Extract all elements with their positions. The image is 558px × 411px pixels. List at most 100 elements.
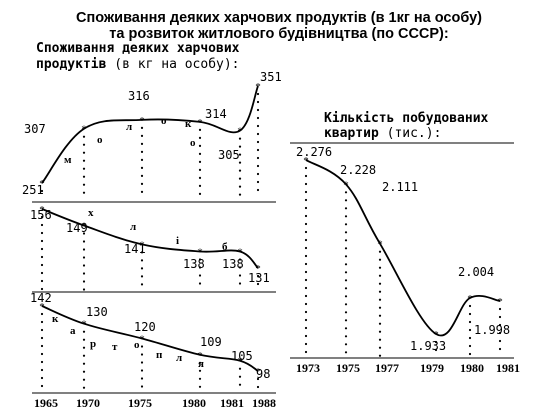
drop-line-bread (40, 239, 44, 243)
drop-line-bread (140, 251, 144, 254)
value-label-potato: 130 (86, 305, 108, 319)
drop-line-apartments (304, 174, 308, 178)
drop-line-milk (238, 137, 242, 140)
value-label-milk: 351 (260, 70, 282, 84)
drop-line-milk (40, 189, 44, 193)
value-label-potato: 98 (256, 367, 270, 381)
drop-line-apartments (304, 278, 308, 282)
curve-letter-potato: я (198, 358, 204, 370)
x-tick-right: 1979 (420, 361, 444, 375)
x-tick-right: 1975 (336, 361, 360, 375)
drop-line-bread (140, 283, 144, 286)
drop-line-milk (238, 153, 242, 156)
point-milk: * (39, 178, 45, 190)
drop-line-milk (82, 167, 86, 170)
drop-line-potato (140, 353, 144, 356)
drop-line-apartments (304, 166, 308, 170)
value-label-milk: 316 (128, 89, 150, 103)
drop-line-potato (40, 344, 44, 348)
drop-line-potato (256, 377, 260, 381)
drop-line-apartments (378, 306, 382, 309)
drop-line-bread (238, 282, 242, 285)
point-bread: * (237, 247, 243, 259)
drop-line-potato (82, 338, 86, 341)
x-tick-right: 1977 (375, 361, 399, 375)
drop-line-potato (40, 320, 44, 324)
drop-line-apartments (304, 230, 308, 234)
point-apartments: * (433, 329, 439, 341)
drop-line-potato (82, 378, 86, 381)
drop-line-apartments (378, 314, 382, 317)
drop-line-milk (198, 160, 202, 163)
drop-line-apartments (378, 290, 382, 293)
curve-letter-bread: х (88, 207, 94, 219)
header-title-line1: Споживання деяких харчових продуктів (в … (76, 10, 482, 26)
point-bread: * (81, 221, 87, 233)
drop-line-apartments (344, 311, 348, 314)
drop-line-milk (82, 191, 86, 194)
drop-line-bread (238, 274, 242, 277)
drop-line-milk (140, 158, 144, 161)
drop-line-apartments (468, 304, 472, 308)
drop-line-potato (82, 346, 86, 349)
drop-line-apartments (378, 282, 382, 285)
drop-line-potato (40, 328, 44, 332)
curve-letter-potato: т (112, 341, 118, 353)
drop-line-apartments (498, 307, 502, 311)
drop-line-bread (82, 264, 86, 267)
drop-line-potato (238, 375, 242, 378)
drop-line-milk (82, 175, 86, 178)
value-label-apartments: 1.933 (410, 339, 446, 353)
drop-line-milk (198, 128, 202, 131)
drop-line-milk (238, 145, 242, 148)
drop-line-milk (238, 161, 242, 164)
curve-letter-potato: л (176, 352, 182, 364)
drop-line-apartments (468, 320, 472, 324)
drop-line-apartments (434, 348, 438, 352)
right-panel-title-rest: (тис.): (379, 126, 442, 141)
curve-letter-potato: а (70, 325, 76, 337)
drop-line-potato (40, 376, 44, 380)
drop-line-milk (82, 143, 86, 146)
drop-line-apartments (344, 343, 348, 346)
drop-line-bread (140, 267, 144, 270)
point-milk: * (139, 115, 145, 127)
drop-line-potato (40, 312, 44, 316)
drop-lines (40, 92, 502, 389)
point-milk: * (255, 81, 261, 93)
drop-line-apartments (304, 262, 308, 266)
curve-letter-bread: б (222, 241, 228, 253)
point-potato: * (139, 334, 145, 346)
curve-letter-potato: р (90, 338, 96, 350)
drop-line-bread (40, 247, 44, 251)
drop-line-potato (40, 384, 44, 388)
drop-line-apartments (304, 182, 308, 186)
curves (41, 85, 501, 372)
drop-line-apartments (498, 323, 502, 327)
drop-line-apartments (378, 346, 382, 349)
drop-line-potato (198, 385, 202, 388)
curve-letter-milk: м (64, 154, 72, 166)
header-title-line2: та розвиток житлового будівництва (по СС… (109, 26, 448, 42)
left-panel-title-line1: Споживання деяких харчових (36, 41, 240, 56)
drop-line-bread (40, 231, 44, 235)
drop-line-apartments (304, 246, 308, 250)
curve-letter-milk: л (126, 121, 132, 133)
x-tick-right: 1980 (460, 361, 484, 375)
right-panel-title-line1: Кількість побудованих (324, 111, 489, 126)
drop-line-milk (238, 185, 242, 188)
right-panel-title-bold: квартир (324, 126, 379, 141)
drop-line-milk (238, 193, 242, 196)
drop-line-apartments (304, 350, 308, 354)
drop-line-bread (238, 266, 242, 269)
drop-line-bread (82, 272, 86, 275)
drop-line-apartments (378, 354, 382, 357)
curve-apartments (305, 159, 501, 337)
drop-line-milk (256, 140, 260, 144)
point-apartments: * (377, 239, 383, 251)
drop-line-apartments (304, 286, 308, 290)
drop-line-milk (198, 192, 202, 195)
left-panel-title-bold: продуктів (36, 57, 107, 72)
drop-line-bread (238, 258, 242, 261)
curve-letter-potato: к (52, 313, 59, 325)
